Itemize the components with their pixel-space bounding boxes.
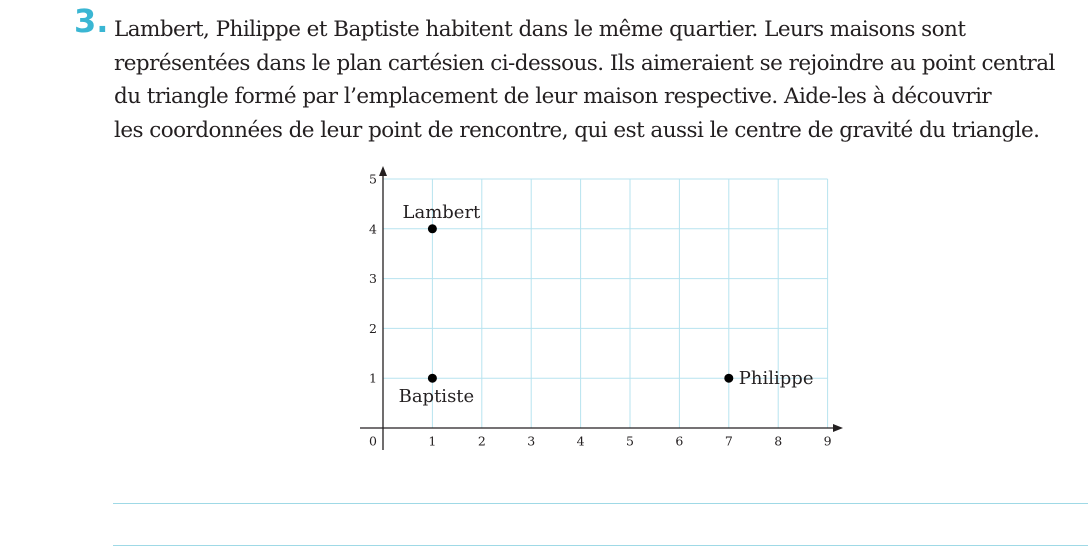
statement-line-4: les coordonnées de leur point de rencont… [114, 117, 1040, 143]
point-lambert [427, 224, 437, 234]
statement-line-1: Lambert, Philippe et Baptiste habitent d… [114, 17, 966, 42]
x-tick-label: 6 [675, 434, 683, 449]
x-tick-label: 3 [527, 434, 535, 449]
exercise-number: 3. [74, 2, 109, 40]
statement-line-2: représentées dans le plan cartésien ci-d… [114, 50, 1055, 76]
y-tick-label: 2 [369, 321, 377, 336]
point-baptiste [427, 373, 437, 383]
y-axis-arrow [379, 166, 387, 176]
x-tick-label: 8 [774, 434, 782, 449]
x-tick-label: 4 [577, 434, 585, 449]
answer-line-2[interactable] [113, 545, 1088, 546]
y-tick-label: 4 [369, 221, 377, 236]
x-tick-label: 1 [428, 434, 436, 449]
answer-line-1[interactable] [113, 503, 1088, 504]
y-tick-label: 3 [369, 271, 377, 286]
x-tick-label: 0 [369, 434, 377, 449]
cartesian-plane: 0 1 2 3 4 5 6 7 8 9 1 2 3 4 5 Lambert Baptiste Philippe [360, 166, 843, 450]
point-label-lambert: Lambert [403, 202, 482, 223]
x-tick-label: 2 [478, 434, 486, 449]
x-tick-label: 9 [824, 434, 832, 449]
statement-line-3: du triangle formé par l’emplacement de l… [114, 84, 992, 109]
point-label-baptiste: Baptiste [399, 386, 475, 407]
exercise-statement: Lambert, Philippe et Baptiste habitent d… [114, 13, 1088, 147]
x-tick-label: 5 [626, 434, 634, 449]
y-tick-label: 1 [369, 371, 377, 386]
x-axis-arrow [833, 424, 843, 432]
x-tick-label: 7 [725, 434, 733, 449]
point-label-philippe: Philippe [739, 368, 814, 389]
point-philippe [724, 373, 734, 383]
y-tick-label: 5 [369, 172, 377, 187]
